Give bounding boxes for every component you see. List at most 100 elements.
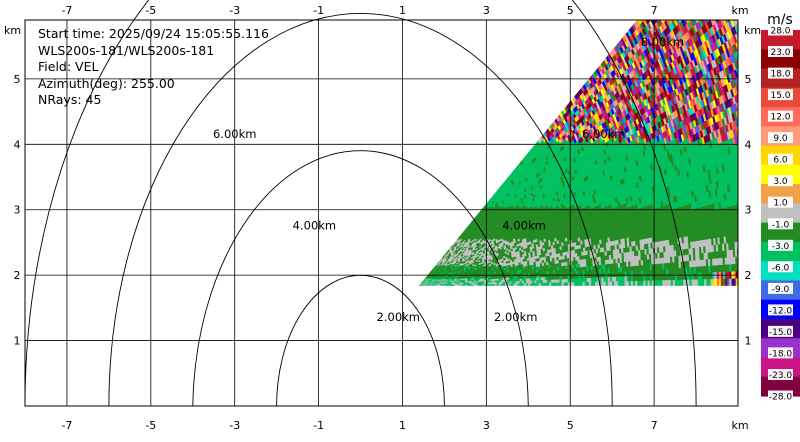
velocity-gate [746, 96, 750, 105]
velocity-gate [758, 174, 761, 182]
velocity-gate [553, 270, 555, 273]
velocity-gate [755, 231, 758, 239]
velocity-gate [757, 262, 759, 270]
velocity-gate [520, 283, 522, 285]
velocity-gate [746, 130, 750, 139]
velocity-gate [743, 195, 746, 203]
velocity-gate [518, 279, 520, 281]
velocity-gate [601, 269, 603, 273]
velocity-gate [698, 266, 700, 273]
velocity-gate [518, 281, 520, 283]
velocity-gate [522, 276, 524, 279]
velocity-gate [754, 239, 757, 247]
velocity-gate [756, 175, 759, 184]
velocity-gate [675, 274, 677, 280]
velocity-gate [755, 151, 758, 160]
velocity-gate [606, 268, 608, 273]
velocity-gate [740, 226, 743, 234]
velocity-gate [574, 282, 576, 286]
velocity-gate [690, 279, 692, 285]
velocity-gate [564, 276, 566, 280]
velocity-gate [739, 241, 742, 249]
velocity-gate [547, 277, 549, 280]
velocity-gate [750, 224, 753, 232]
velocity-gate [562, 269, 564, 273]
velocity-gate [754, 160, 757, 169]
velocity-gate [641, 275, 643, 280]
velocity-gate [717, 279, 719, 286]
velocity-gate [514, 279, 516, 281]
velocity-gate [579, 278, 581, 282]
velocity-gate [694, 267, 696, 274]
velocity-gate [507, 282, 509, 284]
velocity-gate [547, 283, 549, 286]
velocity-gate [606, 281, 608, 285]
velocity-gate [621, 281, 623, 286]
velocity-gate [516, 281, 518, 283]
velocity-gate [741, 211, 744, 219]
velocity-gate [635, 276, 637, 281]
velocity-gate [755, 223, 758, 231]
velocity-gate [560, 279, 562, 282]
velocity-gate [744, 163, 747, 171]
velocity-gate [752, 75, 756, 84]
velocity-gate [750, 128, 754, 136]
velocity-gate [741, 164, 744, 172]
velocity-gate [549, 277, 551, 280]
velocity-gate [593, 269, 595, 273]
velocity-gate [574, 278, 576, 282]
velocity-gate [664, 269, 666, 275]
velocity-gate [706, 266, 708, 273]
velocity-gate [593, 278, 595, 282]
velocity-gate [574, 271, 576, 275]
velocity-gate [543, 274, 545, 277]
velocity-gate [616, 272, 618, 277]
velocity-gate [690, 273, 692, 279]
velocity-gate [610, 281, 612, 285]
velocity-gate [746, 178, 749, 186]
velocity-gate [706, 272, 708, 279]
velocity-gate [754, 74, 758, 83]
velocity-gate [741, 116, 745, 125]
velocity-gate [738, 188, 741, 196]
velocity-gate [725, 279, 727, 286]
velocity-gate [512, 284, 514, 286]
velocity-gate [614, 272, 616, 277]
velocity-gate [503, 284, 505, 286]
velocity-gate [756, 191, 759, 199]
velocity-gate [748, 104, 752, 113]
velocity-gate [543, 280, 545, 283]
velocity-gate [610, 272, 612, 277]
velocity-gate [713, 279, 715, 286]
velocity-gate [639, 275, 641, 280]
velocity-gate [522, 281, 524, 284]
velocity-gate [537, 280, 539, 283]
velocity-gate [524, 278, 526, 281]
velocity-gate [700, 266, 702, 273]
velocity-gate [514, 277, 516, 279]
velocity-gate [637, 265, 639, 270]
velocity-gate [679, 280, 681, 286]
velocity-gate [545, 277, 547, 280]
velocity-gate [751, 119, 755, 128]
velocity-gate [644, 275, 646, 280]
velocity-gate [751, 239, 754, 247]
velocity-gate [740, 133, 743, 141]
velocity-gate [667, 280, 669, 286]
velocity-gate [576, 267, 578, 271]
velocity-gate [646, 275, 648, 280]
velocity-gate [745, 233, 748, 241]
velocity-gate [752, 247, 754, 255]
velocity-gate [600, 277, 602, 281]
velocity-gate [648, 280, 650, 285]
velocity-gate [667, 268, 669, 274]
velocity-gate [749, 112, 753, 121]
velocity-gate [752, 224, 755, 232]
velocity-gate [704, 266, 706, 273]
velocity-gate [744, 155, 747, 163]
velocity-gate [753, 208, 756, 216]
velocity-gate [740, 188, 743, 196]
velocity-gate [585, 282, 587, 286]
velocity-gate [696, 273, 698, 280]
